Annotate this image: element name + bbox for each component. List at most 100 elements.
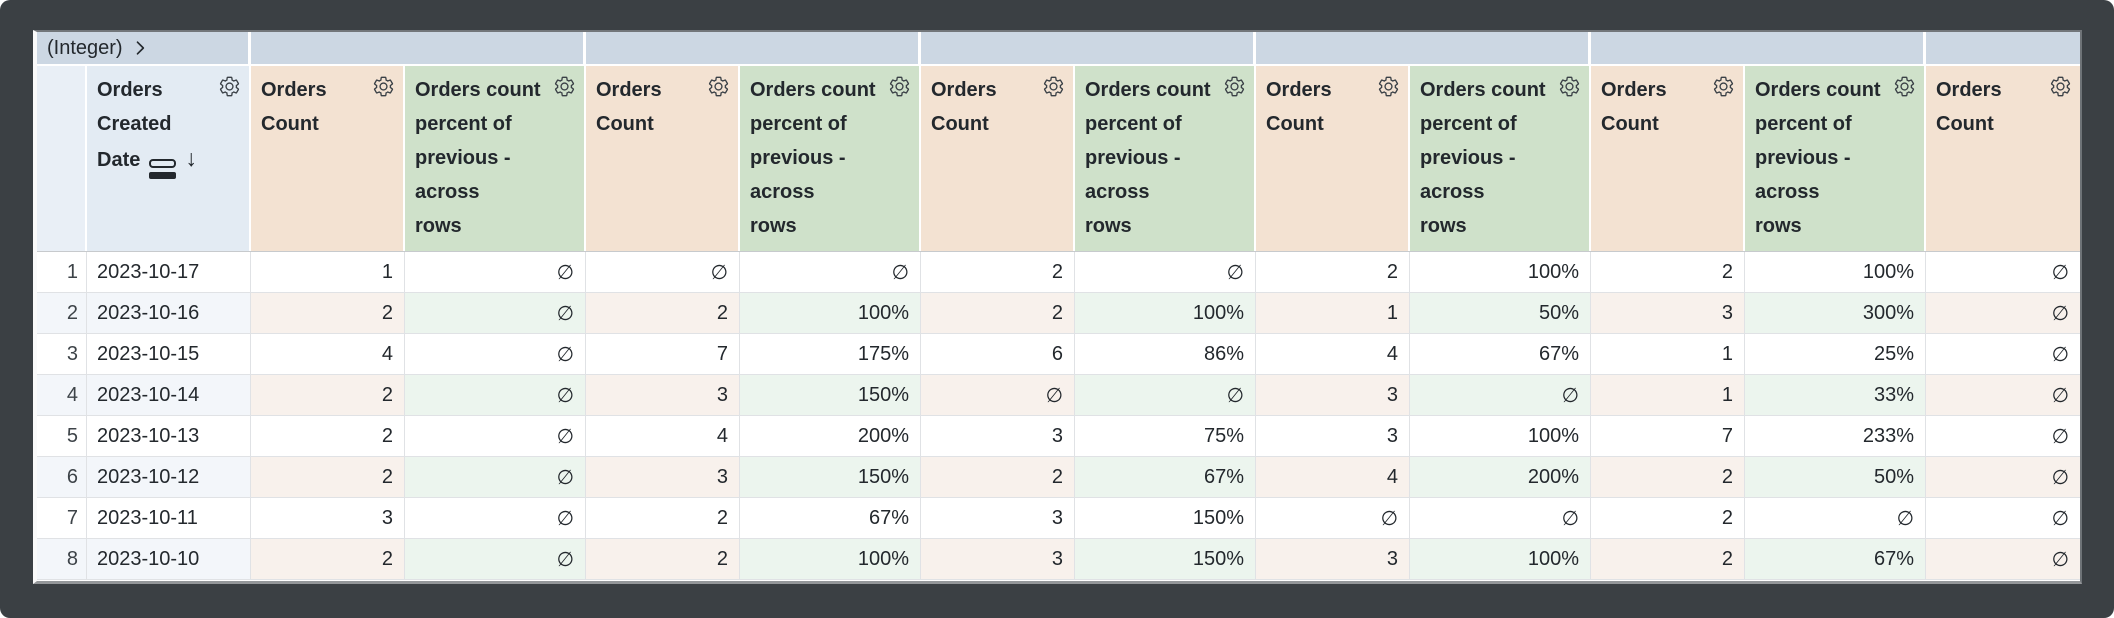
gear-icon[interactable]	[553, 75, 576, 98]
gear-icon[interactable]	[372, 75, 395, 98]
orders-count-percent-cell[interactable]: ∅	[740, 252, 921, 292]
sort-descending-icon[interactable]: ↓	[185, 145, 197, 171]
orders-count-cell[interactable]: 2	[1591, 498, 1745, 538]
orders-count-percent-cell[interactable]: 67%	[740, 498, 921, 538]
orders-count-percent-cell[interactable]: 233%	[1745, 416, 1926, 456]
orders-count-percent-cell[interactable]: 67%	[1075, 457, 1256, 497]
orders-count-cell[interactable]: 2	[1591, 252, 1745, 292]
column-header-orders-count[interactable]: Orders Count	[1926, 66, 2080, 251]
orders-count-percent-cell[interactable]: 150%	[1075, 539, 1256, 579]
orders-count-cell[interactable]: 7	[586, 334, 740, 374]
orders-count-cell[interactable]: 3	[921, 416, 1075, 456]
orders-count-cell[interactable]: ∅	[1256, 498, 1410, 538]
orders-count-cell[interactable]: ∅	[2051, 261, 2069, 284]
orders-count-cell[interactable]: 1	[1591, 375, 1745, 415]
orders-count-percent-cell[interactable]: 67%	[1410, 334, 1591, 374]
orders-count-percent-cell[interactable]: ∅	[405, 539, 586, 579]
orders-count-cell[interactable]: 2	[586, 539, 740, 579]
orders-created-date-cell[interactable]: 2023-10-11	[87, 498, 251, 538]
orders-count-cell[interactable]: ∅	[2051, 343, 2069, 366]
gear-icon[interactable]	[218, 75, 241, 98]
orders-count-percent-cell[interactable]: 100%	[1745, 252, 1926, 292]
orders-count-percent-cell[interactable]: 100%	[740, 293, 921, 333]
gear-icon[interactable]	[1893, 75, 1916, 98]
orders-count-cell[interactable]: 4	[1256, 334, 1410, 374]
orders-count-percent-cell[interactable]: ∅	[1410, 375, 1591, 415]
orders-count-cell[interactable]: ∅	[921, 375, 1075, 415]
orders-count-percent-cell[interactable]: 200%	[1410, 457, 1591, 497]
orders-created-date-cell[interactable]: 2023-10-15	[87, 334, 251, 374]
column-header-orders-count[interactable]: Orders Count	[586, 66, 740, 251]
orders-count-percent-cell[interactable]: 150%	[740, 457, 921, 497]
orders-created-date-cell[interactable]: 2023-10-12	[87, 457, 251, 497]
orders-count-cell[interactable]: 1	[1256, 293, 1410, 333]
orders-count-cell[interactable]: 7	[1591, 416, 1745, 456]
orders-count-percent-cell[interactable]: ∅	[405, 252, 586, 292]
orders-count-cell[interactable]: ∅	[1926, 375, 2080, 415]
orders-count-percent-cell[interactable]: 100%	[1410, 416, 1591, 456]
column-header-orders-created-date[interactable]: Orders Created Date ↓	[87, 66, 251, 251]
orders-count-cell[interactable]: 2	[1591, 539, 1745, 579]
orders-count-cell[interactable]: 1	[1591, 334, 1745, 374]
orders-count-percent-cell[interactable]: 86%	[1075, 334, 1256, 374]
orders-count-cell[interactable]: 2	[251, 539, 405, 579]
gear-icon[interactable]	[1377, 75, 1400, 98]
orders-count-cell[interactable]: 3	[251, 498, 405, 538]
orders-count-cell[interactable]: 2	[251, 457, 405, 497]
orders-count-cell[interactable]: 2	[921, 293, 1075, 333]
orders-count-cell[interactable]: 3	[1256, 416, 1410, 456]
gear-icon[interactable]	[888, 75, 911, 98]
orders-count-cell[interactable]: 3	[586, 457, 740, 497]
orders-count-cell[interactable]: 2	[921, 457, 1075, 497]
orders-count-percent-cell[interactable]: 50%	[1745, 457, 1926, 497]
orders-count-percent-cell[interactable]: ∅	[405, 416, 586, 456]
orders-count-cell[interactable]: 3	[921, 498, 1075, 538]
column-header-orders-count[interactable]: Orders Count	[1591, 66, 1745, 251]
orders-count-percent-cell[interactable]: 75%	[1075, 416, 1256, 456]
orders-count-cell[interactable]: 3	[1591, 293, 1745, 333]
column-header-orders-count[interactable]: Orders Count	[1256, 66, 1410, 251]
orders-count-percent-cell[interactable]: ∅	[405, 334, 586, 374]
orders-count-percent-cell[interactable]: ∅	[1075, 252, 1256, 292]
orders-count-cell[interactable]: 2	[921, 252, 1075, 292]
orders-count-percent-cell[interactable]: ∅	[405, 498, 586, 538]
orders-count-cell[interactable]: ∅	[586, 252, 740, 292]
orders-count-cell[interactable]: ∅	[1926, 539, 2080, 579]
column-header-orders-count-percent-of-previous[interactable]: Orders count percent of previous - across ro…	[405, 66, 586, 251]
orders-count-cell[interactable]: ∅	[2051, 507, 2069, 530]
orders-count-cell[interactable]: ∅	[2051, 425, 2069, 448]
orders-count-cell[interactable]: ∅	[1926, 457, 2080, 497]
orders-count-cell[interactable]: 2	[251, 416, 405, 456]
orders-count-cell[interactable]: 3	[1256, 539, 1410, 579]
orders-count-percent-cell[interactable]: 25%	[1745, 334, 1926, 374]
column-header-orders-count-percent-of-previous[interactable]: Orders count percent of previous - across ro…	[740, 66, 921, 251]
gear-icon[interactable]	[1712, 75, 1735, 98]
column-header-orders-count-percent-of-previous[interactable]: Orders count percent of previous - across ro…	[1410, 66, 1591, 251]
orders-created-date-cell[interactable]: 2023-10-16	[87, 293, 251, 333]
orders-count-percent-cell[interactable]: ∅	[1075, 375, 1256, 415]
orders-created-date-cell[interactable]: 2023-10-17	[87, 252, 251, 292]
gear-icon[interactable]	[1042, 75, 1065, 98]
orders-count-percent-cell[interactable]: 100%	[740, 539, 921, 579]
orders-count-cell[interactable]: 4	[586, 416, 740, 456]
orders-count-cell[interactable]: 3	[1256, 375, 1410, 415]
orders-count-percent-cell[interactable]: 175%	[740, 334, 921, 374]
column-header-orders-count-percent-of-previous[interactable]: Orders count percent of previous - across ro…	[1745, 66, 1926, 251]
orders-count-cell[interactable]: 2	[251, 293, 405, 333]
orders-count-cell[interactable]: 2	[586, 498, 740, 538]
orders-count-cell[interactable]: 2	[1256, 252, 1410, 292]
orders-count-percent-cell[interactable]: ∅	[1745, 498, 1926, 538]
orders-count-percent-cell[interactable]: ∅	[1410, 498, 1591, 538]
orders-count-percent-cell[interactable]: 100%	[1410, 252, 1591, 292]
orders-count-percent-cell[interactable]: 150%	[1075, 498, 1256, 538]
orders-count-cell[interactable]: 6	[921, 334, 1075, 374]
orders-count-percent-cell[interactable]: 100%	[1410, 539, 1591, 579]
orders-count-cell[interactable]: ∅	[1926, 293, 2080, 333]
orders-count-cell[interactable]: 4	[1256, 457, 1410, 497]
orders-count-percent-cell[interactable]: 67%	[1745, 539, 1926, 579]
orders-count-percent-cell[interactable]: 100%	[1075, 293, 1256, 333]
orders-count-percent-cell[interactable]: ∅	[405, 293, 586, 333]
orders-count-percent-cell[interactable]: 33%	[1745, 375, 1926, 415]
pivot-field-cell[interactable]: (Integer)	[37, 32, 251, 64]
orders-count-cell[interactable]: 4	[251, 334, 405, 374]
